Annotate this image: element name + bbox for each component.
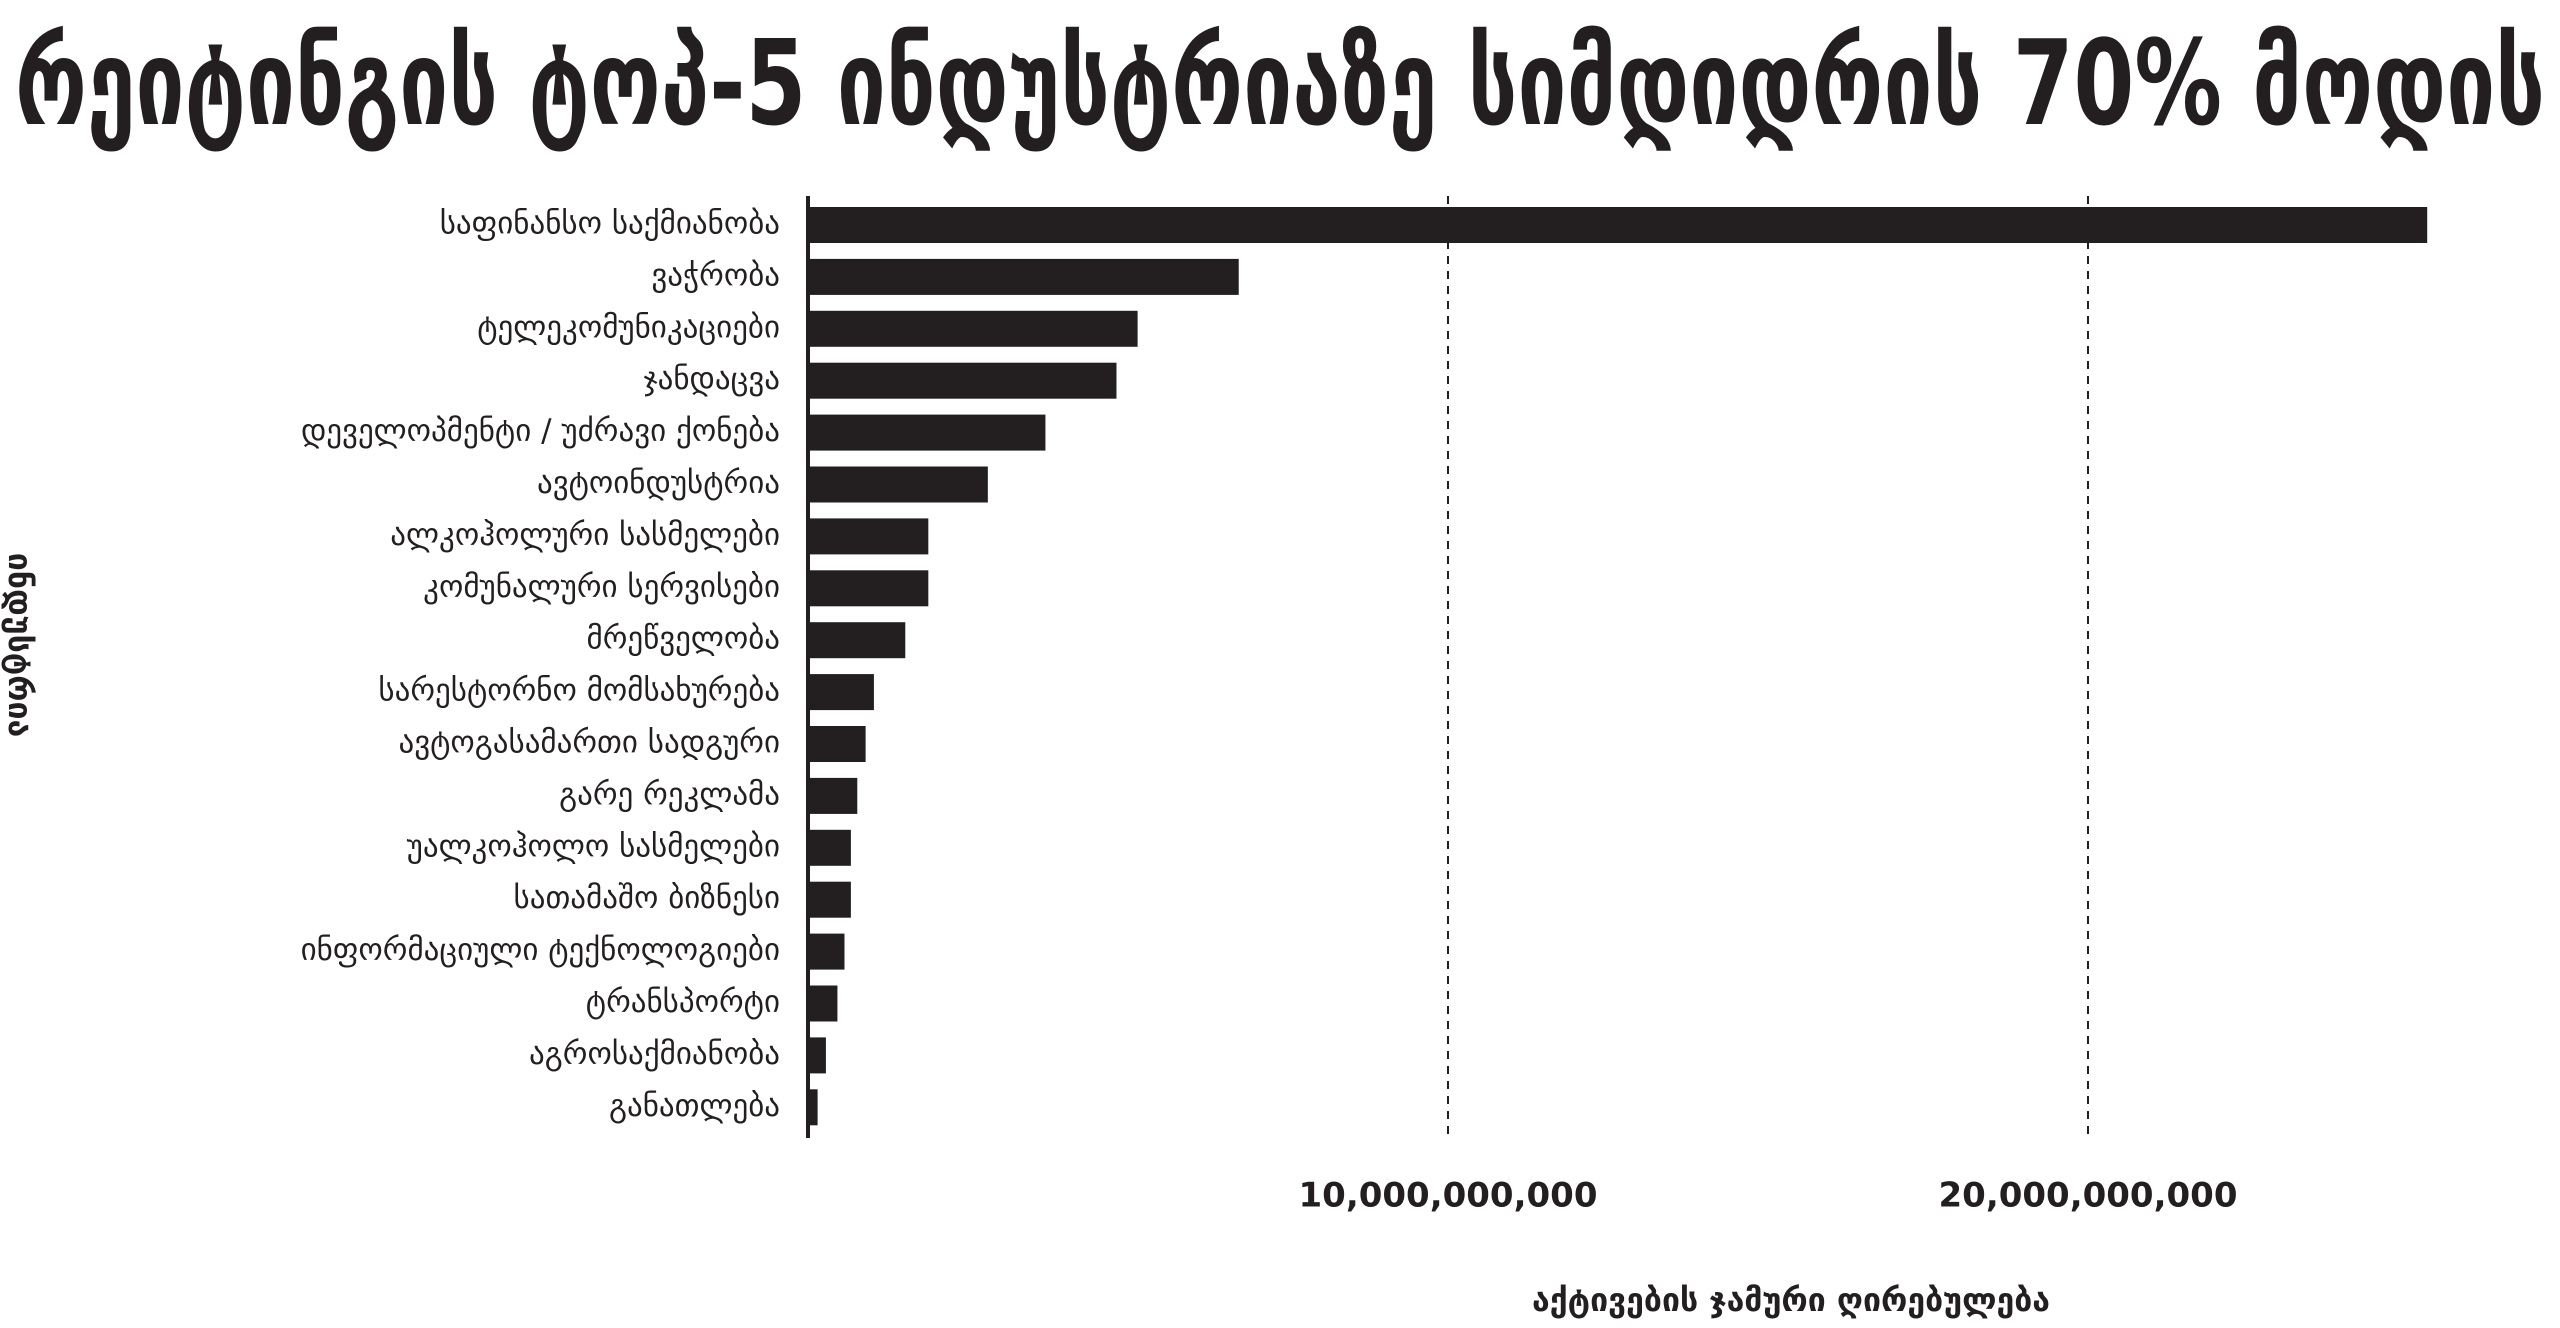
- bar: [808, 518, 929, 555]
- bar: [808, 362, 1117, 399]
- y-tick-label: სარესტორნო მომსახურება: [378, 673, 780, 709]
- bar: [808, 674, 874, 711]
- y-tick-label: უალკოჰოლო სასმელები: [407, 828, 780, 864]
- y-tick-label: ვაჭრობა: [651, 257, 780, 293]
- bar: [808, 1089, 818, 1126]
- x-tick-label: 20,000,000,000: [1939, 1176, 2238, 1216]
- y-axis-title: ინდუსტრია: [1, 553, 39, 738]
- y-tick-label: მრეწველობა: [587, 621, 780, 657]
- y-tick-label: ჯანდაცვა: [644, 361, 780, 397]
- bar: [808, 933, 845, 970]
- bar: [808, 1037, 826, 1074]
- y-tick-label: კომუნალური სერვისები: [423, 569, 780, 605]
- y-tick-label: აგროსაქმიანობა: [529, 1036, 780, 1072]
- y-tick-label: საფინანსო საქმიანობა: [440, 206, 780, 242]
- y-tick-label: ინფორმაციული ტექნოლოგიები: [301, 932, 780, 968]
- y-tick-label: ავტოგასამართი სადგური: [398, 725, 780, 761]
- bar: [808, 985, 838, 1022]
- bar: [808, 207, 2428, 243]
- bar: [808, 466, 988, 503]
- bar: [808, 622, 906, 659]
- y-tick-label: ტრანსპორტი: [586, 984, 780, 1020]
- bar: [808, 570, 929, 607]
- y-tick-label: ავტოინდუსტრია: [537, 465, 780, 501]
- bar: [808, 726, 866, 762]
- x-axis-title: აქტივების ჯამური ღირებულება: [1532, 1281, 2050, 1319]
- y-tick-label: ტელეკომუნიკაციები: [477, 309, 780, 345]
- bar: [808, 414, 1046, 451]
- bar: [808, 829, 851, 866]
- bar: [808, 777, 858, 814]
- y-tick-label: დეველოპმენტი / უძრავი ქონება: [301, 413, 780, 449]
- bar: [808, 881, 851, 918]
- bar: [808, 258, 1239, 295]
- y-tick-label: სათამაშო ბიზნესი: [514, 880, 781, 916]
- x-tick-label: 10,000,000,000: [1299, 1176, 1598, 1216]
- y-tick-label: ალკოჰოლური სასმელები: [390, 517, 780, 553]
- y-tick-label: განათლება: [609, 1088, 780, 1124]
- y-tick-label: გარე რეკლამა: [559, 776, 780, 812]
- bar: [808, 310, 1138, 347]
- chart-title: რეიტინგის ტოპ-5 ინდუსტრიაზე სიმდიდრის 70…: [15, 14, 2545, 152]
